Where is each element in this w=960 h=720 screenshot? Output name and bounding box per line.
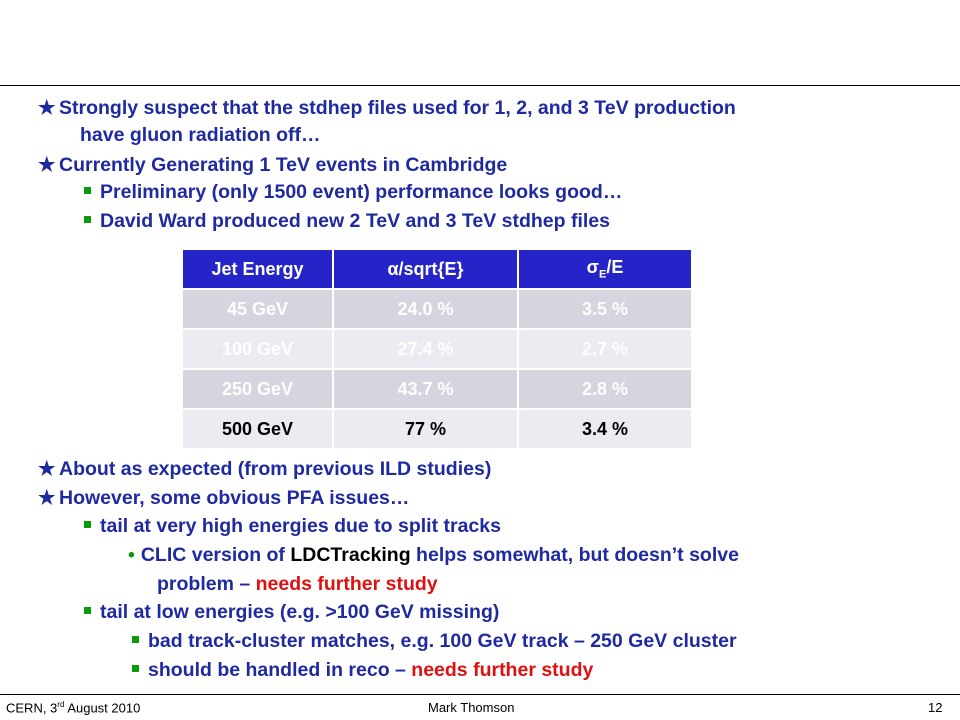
square-bullet-icon xyxy=(132,665,139,673)
cell-energy: 100 GeV xyxy=(183,330,332,368)
cell-alpha: 77 % xyxy=(334,410,517,448)
table-row: 45 GeV 24.0 % 3.5 % xyxy=(183,290,691,328)
table-row: 500 GeV 77 % 3.4 % xyxy=(183,410,691,448)
resolution-table: Jet Energy α/sqrt{E} σE/E 45 GeV 24.0 % … xyxy=(181,248,693,450)
table-row: 100 GeV 27.4 % 2.7 % xyxy=(183,330,691,368)
star-icon: ★ xyxy=(38,97,56,119)
square-bullet-icon xyxy=(132,636,139,644)
square-bullet-icon xyxy=(84,521,91,529)
cell-energy: 45 GeV xyxy=(183,290,332,328)
cell-sigma: 2.8 % xyxy=(519,370,691,408)
page-number: 12 xyxy=(928,700,943,715)
table-row: 250 GeV 43.7 % 2.8 % xyxy=(183,370,691,408)
footer-rule xyxy=(0,694,960,695)
bullet-gluon: ★ Strongly suspect that the stdhep files … xyxy=(38,97,736,119)
needs-study-highlight: needs further study xyxy=(411,659,594,681)
subsub-reco: should be handled in reco – needs furthe… xyxy=(132,659,593,682)
header-jet-energy: Jet Energy xyxy=(183,250,332,288)
needs-study-highlight: needs further study xyxy=(255,573,438,595)
bullet-pfa-issues: ★ However, some obvious PFA issues… xyxy=(38,487,410,509)
cell-alpha: 24.0 % xyxy=(334,290,517,328)
footer-venue: CERN, 3rd August 2010 xyxy=(6,700,141,716)
bullet-cambridge: ★ Currently Generating 1 TeV events in Ca… xyxy=(38,154,508,176)
cell-sigma: 2.7 % xyxy=(519,330,691,368)
ldctracking-term: LDCTracking xyxy=(290,544,411,566)
cell-alpha: 43.7 % xyxy=(334,370,517,408)
header-sigma: σE/E xyxy=(519,250,691,288)
cell-energy: 500 GeV xyxy=(183,410,332,448)
cell-alpha: 27.4 % xyxy=(334,330,517,368)
square-bullet-icon xyxy=(84,187,91,195)
square-bullet-icon xyxy=(84,216,91,224)
top-rule xyxy=(0,85,960,86)
header-alpha: α/sqrt{E} xyxy=(334,250,517,288)
cell-sigma: 3.4 % xyxy=(519,410,691,448)
subsub-clic: • CLIC version of LDCTracking helps somew… xyxy=(128,544,739,566)
bullet-as-expected: ★ About as expected (from previous ILD st… xyxy=(38,458,492,480)
table-header-row: Jet Energy α/sqrt{E} σE/E xyxy=(183,250,691,288)
cell-sigma: 3.5 % xyxy=(519,290,691,328)
square-bullet-icon xyxy=(84,607,91,615)
subsub-bad-track: bad track-cluster matches, e.g. 100 GeV … xyxy=(132,630,737,653)
dot-bullet-icon: • xyxy=(128,544,135,566)
sub-tail-low: tail at low energies (e.g. >100 GeV miss… xyxy=(84,601,499,624)
star-icon: ★ xyxy=(38,487,56,509)
cell-energy: 250 GeV xyxy=(183,370,332,408)
star-icon: ★ xyxy=(38,154,56,176)
subsub-clic-cont: problem – needs further study xyxy=(157,573,438,595)
bullet-gluon-cont: have gluon radiation off… xyxy=(80,124,321,146)
sub-preliminary: Preliminary (only 1500 event) performanc… xyxy=(84,181,622,204)
star-icon: ★ xyxy=(38,458,56,480)
footer-author: Mark Thomson xyxy=(428,700,515,715)
sub-david-ward: David Ward produced new 2 TeV and 3 TeV … xyxy=(84,210,610,233)
sub-tail-high: tail at very high energies due to split … xyxy=(84,515,501,538)
